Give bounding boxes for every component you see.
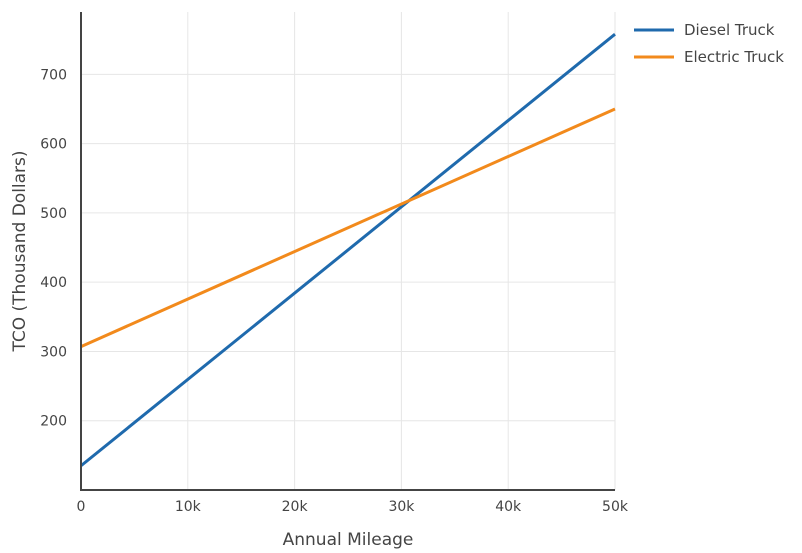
x-gridlines <box>187 12 616 490</box>
y-tick-labels: 200 300 400 500 600 700 <box>40 67 67 429</box>
y-tick-label: 600 <box>40 137 67 153</box>
x-tick-label: 10k <box>175 499 202 515</box>
x-tick-labels: 0 10k 20k 30k 40k 50k <box>77 499 629 515</box>
y-axis-title: TCO (Thousand Dollars) <box>10 150 30 352</box>
x-axis-title: Annual Mileage <box>283 530 414 550</box>
legend-item-electric-truck[interactable]: Electric Truck <box>634 48 784 66</box>
y-tick-label: 700 <box>40 67 67 83</box>
series-line-electric-truck <box>80 107 616 348</box>
legend-label: Electric Truck <box>684 48 784 66</box>
x-tick-label: 0 <box>77 499 86 515</box>
y-tick-label: 200 <box>40 414 67 430</box>
x-tick-label: 50k <box>602 499 629 515</box>
x-tick-label: 20k <box>282 499 309 515</box>
legend-item-diesel-truck[interactable]: Diesel Truck <box>634 21 775 39</box>
y-tick-label: 400 <box>40 275 67 291</box>
y-tick-label: 500 <box>40 206 67 222</box>
legend[interactable]: Diesel Truck Electric Truck <box>634 21 784 66</box>
legend-label: Diesel Truck <box>684 21 775 39</box>
series-line-diesel-truck <box>80 33 616 467</box>
y-gridlines <box>81 73 615 422</box>
x-tick-label: 30k <box>388 499 415 515</box>
x-tick-label: 40k <box>495 499 522 515</box>
y-tick-label: 300 <box>40 344 67 360</box>
series-lines <box>80 33 616 467</box>
